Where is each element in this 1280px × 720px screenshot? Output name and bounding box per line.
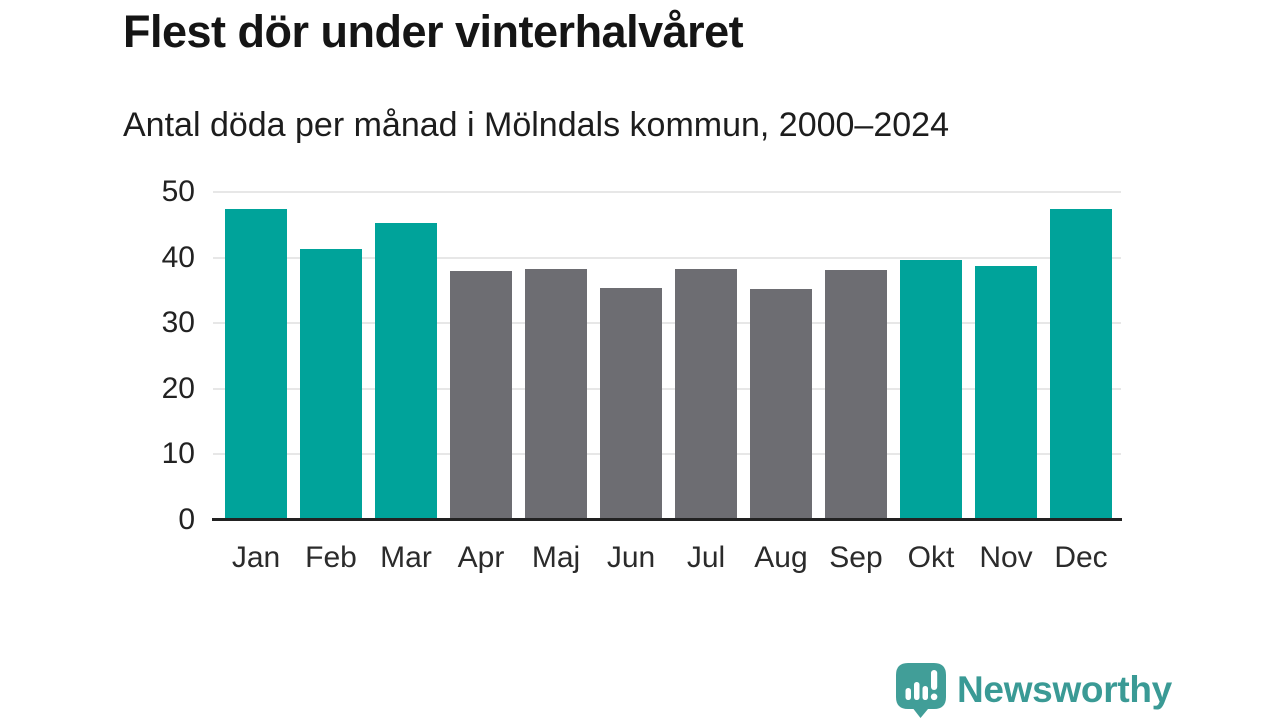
y-tick-label-0: 0 <box>178 503 195 536</box>
x-tick-label-mar: Mar <box>380 541 432 574</box>
bar-apr <box>450 271 512 520</box>
gridline-50 <box>213 191 1121 193</box>
newsworthy-logo-text: Newsworthy <box>957 669 1172 710</box>
x-tick-label-nov: Nov <box>979 541 1033 574</box>
bar-feb <box>300 249 362 520</box>
bar-okt <box>900 260 962 520</box>
bar-jan <box>225 209 287 520</box>
x-tick-label-maj: Maj <box>531 541 581 574</box>
newsworthy-logo: Newsworthy <box>895 662 1172 718</box>
bar-maj <box>525 269 587 520</box>
bar-nov <box>975 266 1037 520</box>
x-tick-label-aug: Aug <box>754 541 808 574</box>
x-tick-label-jul: Jul <box>686 541 726 574</box>
bar-mar <box>375 223 437 520</box>
x-axis-baseline <box>212 518 1122 521</box>
x-tick-label-jun: Jun <box>606 541 656 574</box>
y-tick-label-30: 30 <box>161 306 195 340</box>
gridline-10 <box>213 453 1121 456</box>
bar-dec <box>1050 209 1112 520</box>
bar-jun <box>600 288 662 520</box>
x-tick-label-dec: Dec <box>1054 541 1108 574</box>
x-tick-label-sep: Sep <box>829 541 883 574</box>
x-tick-label-feb: Feb <box>305 541 357 574</box>
gridline-40 <box>213 256 1121 259</box>
x-tick-label-jan: Jan <box>231 541 281 574</box>
gridline-20 <box>213 387 1121 390</box>
plot-area <box>213 191 1121 520</box>
y-tick-label-20: 20 <box>161 371 195 405</box>
y-tick-label-50: 50 <box>161 175 195 208</box>
bar-sep <box>825 270 887 520</box>
y-tick-label-40: 40 <box>161 240 195 274</box>
x-tick-label-apr: Apr <box>457 541 505 574</box>
bar-jul <box>675 269 737 520</box>
gridline-30 <box>213 322 1121 325</box>
newsworthy-speech-bubble-chart-icon <box>896 663 946 718</box>
chart-title: Flest dör under vinterhalvåret <box>123 6 744 57</box>
chart-subtitle: Antal döda per månad i Mölndals kommun, … <box>123 106 949 144</box>
x-tick-label-okt: Okt <box>907 541 955 574</box>
bar-aug <box>750 289 812 520</box>
y-tick-label-10: 10 <box>161 437 195 471</box>
